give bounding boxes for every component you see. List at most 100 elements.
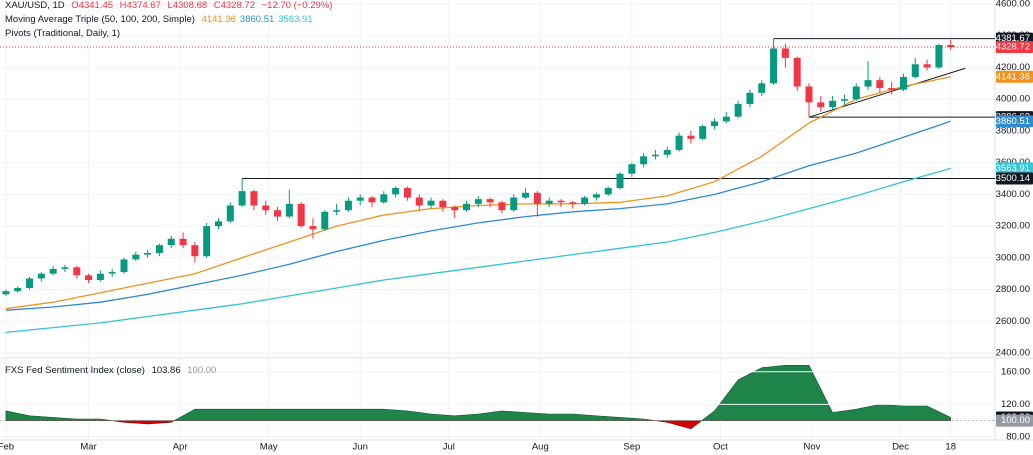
y-tick-label: 120.00 (1001, 399, 1030, 410)
candle-body (829, 100, 837, 108)
candle-body (840, 99, 848, 101)
candle-body (274, 210, 282, 217)
sentiment-area-negative (5, 420, 952, 430)
candle-body (569, 202, 577, 204)
candle-body (628, 164, 636, 174)
candle-body (852, 86, 860, 100)
candle-body (770, 48, 778, 84)
candle-body (120, 259, 128, 273)
candle-body (675, 135, 683, 150)
candle-body (640, 156, 648, 165)
candle-body (817, 102, 825, 108)
candle-body (61, 267, 69, 269)
candle-body (226, 205, 234, 222)
y-tick-label: 3200.00 (996, 221, 1030, 232)
candle-body (911, 64, 919, 77)
axis-label-bg (996, 172, 1033, 185)
axis-label: 3860.51 (996, 116, 1030, 127)
candle-body (474, 199, 482, 204)
x-tick-label: Nov (803, 442, 820, 453)
candle-body (935, 45, 943, 68)
candle-body (616, 173, 624, 189)
candle-body (427, 200, 435, 206)
candle-body (510, 197, 518, 211)
candle-body (85, 275, 93, 281)
candle-body (37, 273, 45, 279)
ma-value: 4141.36 (201, 14, 236, 25)
sentiment-value: 103.86 (151, 365, 181, 376)
ma-title: Moving Average Triple (50, 100, 200, Sim… (5, 14, 195, 25)
ma-line (5, 167, 951, 334)
symbol: XAU/USD, 1D (5, 0, 65, 11)
x-tick-label: Dec (892, 442, 909, 453)
candle-body (191, 245, 199, 257)
axis-label: 3500.14 (996, 173, 1030, 184)
candle-body (888, 88, 896, 90)
candle-body (250, 191, 258, 206)
candle-body (144, 253, 152, 255)
ohlc: L4308.68 (167, 0, 208, 11)
x-tick-label: Sep (623, 442, 640, 453)
y-tick-label: 4600.00 (996, 0, 1030, 10)
ma-line (5, 120, 951, 311)
candle-body (333, 210, 341, 212)
axis-label: 4328.72 (996, 42, 1030, 53)
candle-body (899, 76, 907, 90)
candle-body (356, 197, 364, 201)
candle-body (179, 238, 187, 246)
candle-body (73, 267, 81, 276)
x-tick-label: Jun (353, 442, 368, 453)
legend-sentiment: FXS Fed Sentiment Index (close) 103.86 1… (5, 365, 220, 376)
y-tick-label: 4000.00 (996, 94, 1030, 105)
candle-body (2, 291, 10, 295)
candle-body (793, 57, 801, 87)
candle-body (368, 197, 376, 203)
candle-body (746, 92, 754, 104)
candle-body (711, 121, 719, 127)
candle-body (214, 221, 222, 227)
x-tick-label: Oct (713, 442, 728, 453)
x-tick-label: Mar (80, 442, 96, 453)
y-tick-label: 3000.00 (996, 252, 1030, 263)
candle-body (132, 254, 140, 260)
candle-body (203, 226, 211, 257)
legend-pivots: Pivots (Traditional, Daily, 1) (5, 28, 124, 39)
candle-body (663, 149, 671, 155)
ma-value: 3563.91 (278, 14, 313, 25)
x-tick-label: Aug (532, 442, 549, 453)
y-tick-label: 3400.00 (996, 189, 1030, 200)
candle-body (557, 200, 565, 203)
candle-body (923, 64, 931, 68)
candle-body (486, 199, 494, 203)
candle-body (781, 48, 789, 58)
ma-value: 3860.51 (239, 14, 275, 25)
change: −12.70 (−0.29%) (261, 0, 333, 11)
x-tick-label: 18 (945, 442, 956, 453)
legend-ma: Moving Average Triple (50, 100, 200, Sim… (5, 14, 321, 25)
y-tick-label: 3800.00 (996, 125, 1030, 136)
candle-body (545, 200, 553, 204)
candle-body (96, 273, 104, 281)
x-tick-label: May (260, 442, 278, 453)
ohlc: C4328.72 (213, 0, 255, 11)
candle-body (604, 188, 612, 195)
axis-label-bg (996, 414, 1033, 427)
axis-label: 3563.91 (996, 163, 1030, 174)
y-tick-label: 4200.00 (996, 62, 1030, 73)
candle-body (533, 192, 541, 204)
sentiment-title: FXS Fed Sentiment Index (close) (5, 365, 145, 376)
candle-body (699, 126, 707, 139)
candle-body (581, 197, 589, 204)
candle-body (687, 135, 695, 139)
candle-body (415, 197, 423, 206)
candle-body (805, 86, 813, 103)
y-tick-label: 2800.00 (996, 284, 1030, 295)
ma-values: 4141.36 3860.51 3563.91 (202, 14, 317, 25)
candle-body (344, 200, 352, 211)
axis-label-bg (996, 115, 1033, 128)
ohlc: O4341.45 (71, 0, 114, 11)
candle-body (876, 80, 884, 89)
candle-body (651, 154, 659, 157)
